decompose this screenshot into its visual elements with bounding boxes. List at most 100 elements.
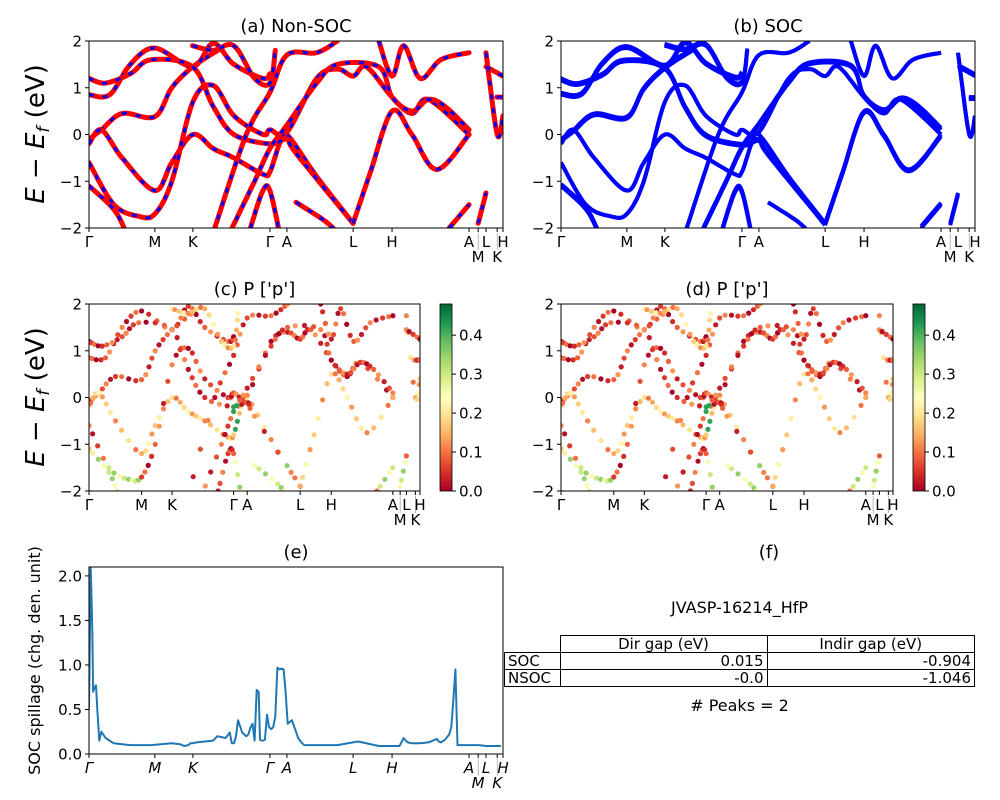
scatter-point — [724, 462, 730, 468]
colorbar — [439, 303, 453, 492]
scatter-point — [256, 466, 262, 472]
scatter-point — [686, 454, 692, 460]
scatter-point — [398, 477, 404, 483]
scatter-point — [795, 320, 801, 326]
y-tick-label: 1.5 — [58, 612, 82, 630]
scatter-point — [112, 482, 118, 488]
scatter-point — [213, 454, 220, 460]
scatter-point — [741, 437, 747, 443]
scatter-point — [580, 409, 586, 416]
table-row: NSOC -0.0 -1.046 — [504, 669, 975, 687]
scatter-point — [888, 390, 893, 396]
scatter-point — [324, 381, 330, 387]
scatter-point — [573, 463, 579, 469]
band-line-soc — [948, 194, 960, 226]
scatter-point — [670, 446, 676, 452]
scatter-point — [373, 317, 379, 323]
scatter-point — [846, 317, 852, 323]
scatter-point — [588, 473, 594, 479]
x-tick-label: M — [394, 511, 407, 529]
scatter-point — [770, 483, 776, 489]
x-tick-label: H — [326, 496, 337, 514]
y-tick-label: 2 — [72, 296, 82, 314]
panel-c — [85, 303, 421, 513]
scatter-point — [615, 448, 621, 454]
scatter-point — [250, 312, 256, 318]
indir-gap-value: -0.904 — [766, 652, 975, 670]
scatter-point — [385, 402, 391, 408]
scatter-point — [387, 469, 393, 475]
scatter-point — [680, 469, 686, 475]
scatter-point — [665, 413, 672, 419]
scatter-point — [677, 417, 684, 423]
scatter-point — [197, 446, 203, 452]
scatter-point — [374, 376, 381, 382]
scatter-point — [598, 438, 604, 444]
scatter-point — [772, 474, 778, 480]
scatter-point — [382, 476, 388, 482]
scatter-point — [562, 431, 568, 437]
x-tick-label: H — [969, 233, 980, 251]
scatter-point — [568, 390, 574, 396]
y-tick-label: 1 — [72, 342, 82, 360]
scatter-point — [618, 311, 624, 317]
scatter-point — [614, 469, 620, 475]
x-tick-label: K — [660, 233, 671, 251]
scatter-point — [139, 474, 145, 480]
x-tick-label: Γ — [266, 233, 275, 251]
y-tick-label: 2 — [544, 33, 554, 51]
scatter-point — [119, 374, 125, 380]
scatter-point — [628, 415, 635, 421]
scatter-point — [735, 313, 741, 319]
x-tick-label: H — [414, 496, 425, 514]
x-tick-label: H — [497, 759, 508, 777]
scatter-point — [202, 394, 208, 401]
scatter-point — [371, 366, 377, 372]
scatter-point — [603, 322, 609, 328]
scatter-point — [734, 424, 740, 431]
scatter-point — [222, 431, 228, 438]
scatter-point — [390, 465, 396, 471]
scatter-point — [665, 358, 672, 364]
scatter-point — [586, 488, 592, 491]
scatter-point — [836, 325, 842, 331]
scatter-point — [705, 459, 711, 465]
scatter-point — [415, 390, 420, 396]
scatter-point — [618, 440, 624, 446]
gap-table: Dir gap (eV) Indir gap (eV) SOC 0.015 -0… — [504, 635, 975, 687]
scatter-point — [205, 417, 211, 423]
y-tick-label: 0.0 — [58, 746, 82, 764]
band-line-soc — [561, 41, 744, 99]
x-tick-label: K — [188, 233, 199, 251]
scatter-point — [226, 361, 233, 367]
scatter-point — [697, 423, 703, 429]
plot-area-e — [89, 567, 501, 747]
x-tick-label: L — [769, 496, 778, 514]
scatter-point — [745, 336, 751, 342]
scatter-point — [562, 450, 568, 456]
scatter-point — [272, 336, 278, 342]
scatter-point — [285, 493, 290, 498]
scatter-point — [801, 371, 807, 377]
scatter-point — [256, 364, 262, 370]
band-line-soc — [956, 52, 975, 139]
scatter-point — [202, 324, 208, 330]
scatter-point — [717, 392, 723, 398]
y-label-ef: E — [21, 132, 51, 149]
scatter-point — [190, 474, 196, 480]
scatter-point — [328, 357, 334, 363]
scatter-point — [734, 428, 740, 434]
y-label-ef: E — [21, 395, 51, 412]
scatter-point — [139, 451, 145, 457]
x-tick-label: M — [620, 233, 633, 251]
scatter-point — [402, 459, 408, 465]
scatter-point — [269, 476, 275, 482]
y-tick-label: 0.5 — [58, 701, 82, 719]
scatter-point — [658, 366, 664, 372]
scatter-point — [261, 428, 267, 434]
scatter-point — [400, 468, 406, 474]
scatter-point — [813, 386, 819, 392]
scatter-point — [583, 470, 589, 476]
band-line-soc — [919, 201, 943, 228]
scatter-point — [112, 373, 119, 380]
